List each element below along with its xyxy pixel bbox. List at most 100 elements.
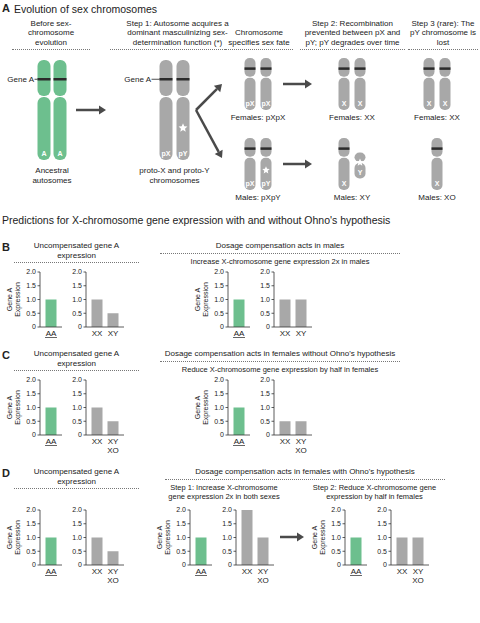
y-tick	[272, 272, 275, 273]
y-tick	[188, 510, 191, 511]
chromosome-arm	[261, 78, 272, 110]
category-line: AA	[46, 437, 57, 446]
gene-a-band	[440, 67, 451, 70]
category-line: XO	[107, 576, 119, 585]
panel-title: Evolution of sex chromosomes	[14, 3, 314, 15]
y-tick	[38, 380, 41, 381]
y-tick-label: 0.5	[26, 310, 36, 317]
y-tick	[84, 537, 87, 538]
y-tick-label: 0.5	[214, 310, 224, 317]
y-tick	[234, 537, 237, 538]
y-tick	[38, 393, 41, 394]
category-label: XY	[296, 329, 307, 338]
bars	[351, 538, 362, 566]
category-line: XX	[280, 437, 291, 446]
bars	[242, 510, 269, 565]
y-tick	[38, 313, 41, 314]
chromosome-arm	[160, 97, 173, 160]
chromosome-arm	[424, 78, 435, 110]
group-heading: Uncompensated gene A expression	[14, 349, 139, 371]
category-label: AA	[351, 567, 362, 576]
y-tick-label: 0	[220, 431, 224, 438]
y-tick	[84, 407, 87, 408]
bar-chart: 00.51.01.52.0XXXY	[72, 268, 124, 338]
category-label: XX	[92, 329, 103, 338]
category-line: AA	[234, 329, 245, 338]
y-tick	[38, 285, 41, 286]
y-axis-label: Gene AExpression	[156, 520, 172, 555]
gene-a-band	[245, 67, 256, 70]
row-caption: Females: pXpX	[218, 113, 298, 123]
category-label: AA	[46, 567, 57, 576]
y-tick	[343, 565, 346, 566]
x-axis	[86, 435, 124, 436]
chromosome-label: X	[342, 180, 347, 187]
sex-determination-star	[179, 123, 188, 131]
bars	[234, 300, 245, 328]
chromosome-arm	[261, 58, 272, 77]
category-line: AA	[46, 567, 57, 576]
y-axis-label: Gene AExpression	[6, 520, 22, 555]
panel-label: D	[2, 467, 14, 479]
x-axis	[40, 565, 62, 566]
category-label: AA	[234, 329, 245, 338]
x-axis	[86, 565, 124, 566]
bar	[108, 313, 119, 327]
y-tick	[234, 523, 237, 524]
y-tick	[343, 537, 346, 538]
chromosome-label: pX	[162, 150, 171, 158]
y-tick-label: 1.0	[26, 296, 36, 303]
bar	[242, 510, 253, 565]
bar-chart: 00.51.01.52.0AAGene AExpression	[311, 506, 367, 576]
chromosome-arm	[355, 58, 366, 77]
y-tick	[389, 523, 392, 524]
y-tick-label: 1.0	[72, 534, 82, 541]
y-tick-label: 0.5	[26, 418, 36, 425]
category-label: XX	[92, 567, 103, 576]
category-line: XX	[92, 329, 103, 338]
y-tick-label: 2.0	[26, 376, 36, 383]
chromosome-label: X	[427, 100, 432, 107]
y-tick-label: 0.5	[72, 310, 82, 317]
gene-a-band	[355, 67, 366, 70]
bar-chart: 00.51.01.52.0XXXYXO	[260, 376, 312, 454]
y-tick	[234, 551, 237, 552]
chromosome-arm	[424, 58, 435, 77]
group-heading: Uncompensated gene A expression	[14, 241, 139, 263]
chromosome-arm	[38, 60, 51, 96]
y-tick	[234, 565, 237, 566]
bar	[258, 538, 269, 566]
gene-a-band	[245, 147, 256, 150]
y-tick	[38, 523, 41, 524]
group-subheading: Step 2: Reduce X-chromosome gene express…	[312, 483, 437, 501]
y-tick-label: 2.0	[222, 506, 232, 513]
x-axis	[345, 565, 367, 566]
category-label: XYXO	[107, 437, 119, 455]
chromosome-label: A	[57, 150, 62, 157]
x-axis	[228, 435, 250, 436]
y-axis-label-line: Gene A	[6, 525, 13, 549]
y-tick-label: 0	[32, 561, 36, 568]
y-axis-label: Gene AExpression	[311, 520, 327, 555]
arrow-shaft	[283, 163, 305, 166]
y-axis-label: Gene AExpression	[6, 390, 22, 425]
y-tick-label: 0	[78, 561, 82, 568]
bar	[280, 421, 291, 435]
y-tick-label: 0.5	[214, 418, 224, 425]
y-tick-label: 0.5	[331, 548, 341, 555]
y-tick	[84, 551, 87, 552]
y-tick-label: 0	[228, 561, 232, 568]
y-tick-label: 1.5	[72, 390, 82, 397]
y-tick-label: 0	[32, 323, 36, 330]
gene-a-band	[177, 78, 190, 81]
y-tick-label: 0	[182, 561, 186, 568]
y-tick-label: 2.0	[26, 268, 36, 275]
y-tick	[226, 327, 229, 328]
y-tick	[38, 510, 41, 511]
y-tick-label: 1.0	[214, 296, 224, 303]
bar-chart: 00.51.01.52.0AAGene AExpression	[194, 268, 250, 338]
bar-chart: 00.51.01.52.0AAGene AExpression	[6, 268, 62, 338]
bar	[92, 408, 103, 436]
gene-a-band	[424, 67, 435, 70]
category-label: AA	[46, 329, 57, 338]
